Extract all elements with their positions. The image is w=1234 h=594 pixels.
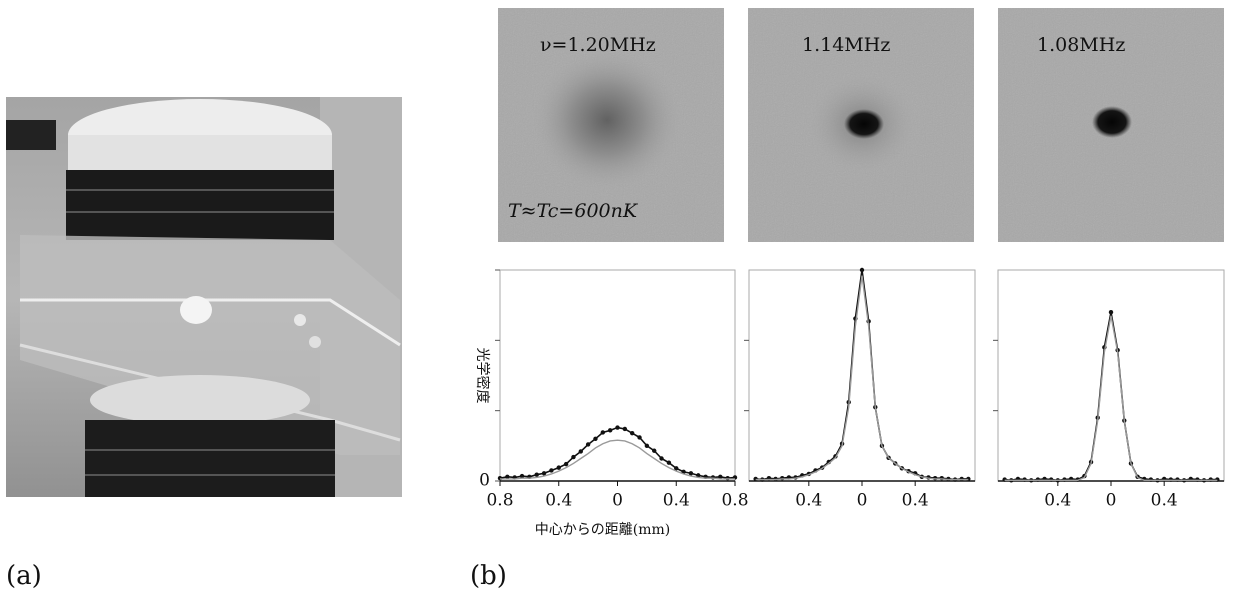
plot-frame (997, 269, 1225, 482)
data-point (666, 460, 672, 465)
data-point (644, 443, 650, 449)
x-tick-label: 0 (857, 491, 868, 511)
data-point (688, 471, 694, 476)
x-tick-label: 0.4 (795, 491, 822, 511)
data-point (1048, 477, 1054, 482)
image-label: ν=1.20MHz (540, 34, 656, 56)
data-point (615, 425, 620, 430)
data-point (1215, 477, 1220, 482)
absorption-image (748, 8, 974, 242)
panel-label: (b) (470, 561, 507, 591)
data-point (696, 473, 701, 478)
data-point (1108, 310, 1114, 315)
plot-frame (748, 269, 976, 482)
series-line (499, 426, 736, 479)
x-tick-label: 0.8 (721, 491, 748, 511)
data-point (859, 267, 865, 273)
y-tick-label: 0 (479, 471, 490, 491)
data-point (578, 449, 583, 454)
data-point (718, 474, 723, 479)
x-tick-label: 0 (612, 491, 623, 511)
series-line (755, 269, 969, 481)
data-point (1148, 477, 1154, 482)
data-point (674, 466, 679, 471)
data-point (585, 442, 591, 447)
data-point (556, 465, 561, 470)
x-tick-label: 0.4 (663, 491, 690, 511)
data-point (1035, 477, 1041, 482)
y-axis-label: 光学密度 (474, 348, 491, 404)
data-point (541, 471, 547, 476)
data-point (600, 430, 606, 435)
series-line (1004, 312, 1218, 482)
data-point (629, 430, 635, 436)
panel-label: (a) (6, 561, 42, 591)
data-point (563, 461, 569, 467)
data-point (1208, 477, 1213, 482)
data-point (1002, 477, 1007, 482)
data-point (1175, 477, 1180, 482)
data-point (1062, 477, 1067, 482)
data-point (1022, 477, 1027, 482)
data-point (652, 448, 657, 453)
x-tick-label: 0.4 (1151, 491, 1178, 511)
data-point (534, 472, 539, 477)
data-point (725, 475, 730, 481)
x-axis-label: 中心からの距離(mm) (535, 521, 670, 538)
data-point (622, 426, 628, 432)
apparatus-photo (6, 97, 402, 497)
x-tick-label: 0 (1106, 491, 1117, 511)
x-tick-label: 0.8 (486, 491, 513, 511)
absorption-image (998, 8, 1224, 242)
plot-frame (499, 269, 736, 482)
data-point (505, 474, 510, 479)
absorption-image (498, 8, 724, 242)
data-point (1168, 477, 1174, 482)
data-point (497, 475, 503, 481)
data-point (593, 436, 598, 441)
image-label: 1.14MHz (802, 34, 890, 56)
x-tick-label: 0.4 (902, 491, 929, 511)
image-label: 1.08MHz (1037, 34, 1125, 56)
data-point (1195, 477, 1200, 482)
data-point (519, 473, 525, 479)
data-point (571, 454, 576, 460)
series-line (755, 275, 969, 481)
series-line (1004, 315, 1218, 481)
x-tick-label: 0.4 (1044, 491, 1071, 511)
x-tick-label: 0.4 (545, 491, 572, 511)
data-point (607, 428, 613, 433)
data-point (549, 468, 554, 473)
data-point (659, 456, 664, 461)
series-line (500, 439, 735, 480)
data-point (637, 435, 642, 440)
image-note: T≈Tc=600nK (508, 200, 639, 222)
